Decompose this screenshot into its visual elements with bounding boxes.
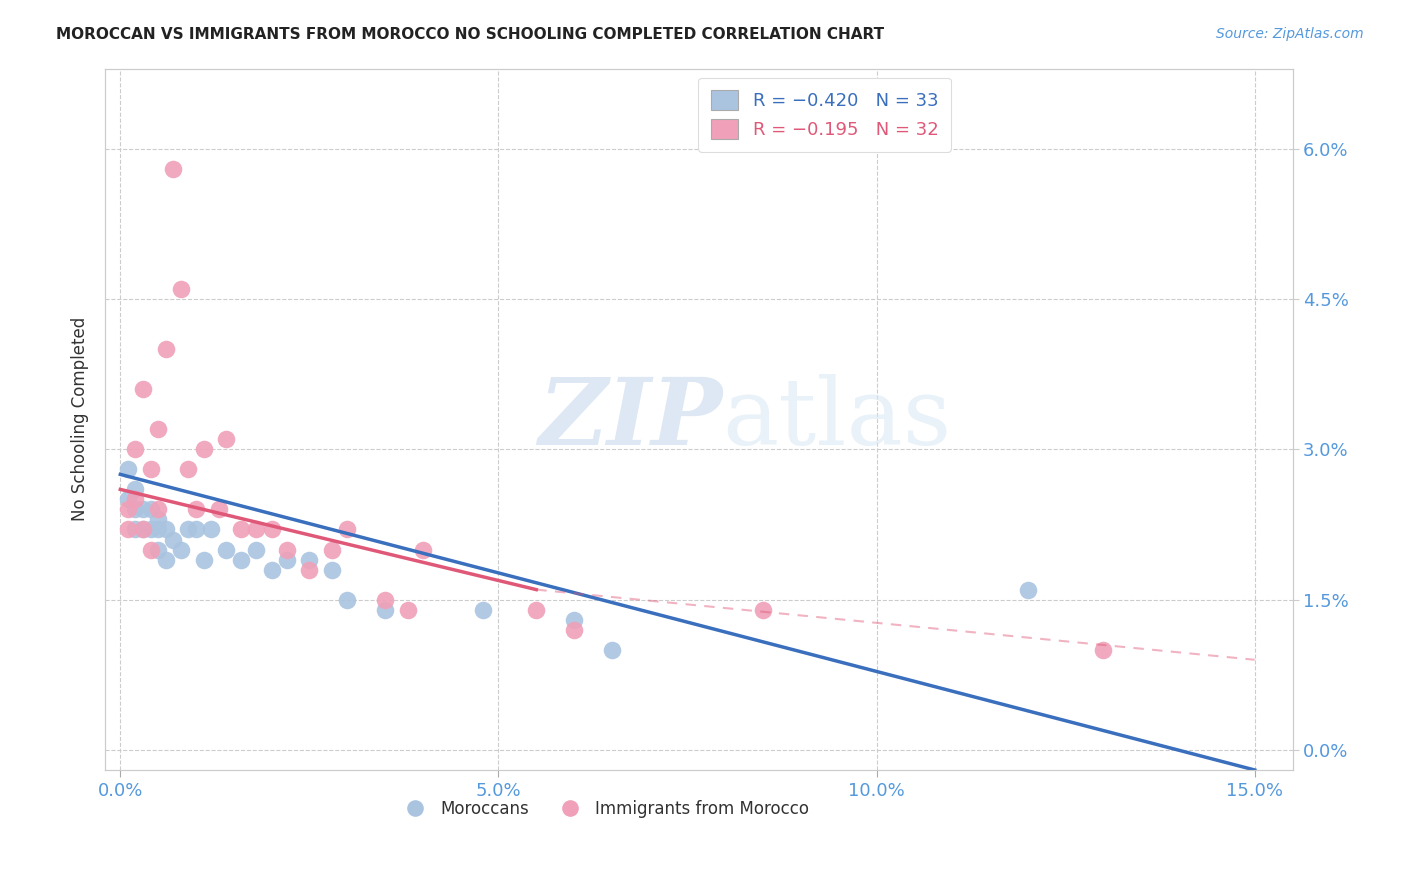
- Point: [117, 502, 139, 516]
- Point: [321, 542, 343, 557]
- Legend: Moroccans, Immigrants from Morocco: Moroccans, Immigrants from Morocco: [392, 794, 815, 825]
- Text: ZIP: ZIP: [538, 375, 723, 464]
- Point: [155, 552, 177, 566]
- Y-axis label: No Schooling Completed: No Schooling Completed: [72, 318, 89, 522]
- Point: [562, 623, 585, 637]
- Point: [412, 542, 434, 557]
- Point: [374, 592, 396, 607]
- Point: [276, 542, 298, 557]
- Point: [132, 502, 155, 516]
- Point: [155, 342, 177, 356]
- Point: [200, 523, 222, 537]
- Point: [124, 502, 146, 516]
- Point: [231, 552, 253, 566]
- Point: [146, 422, 169, 436]
- Point: [117, 523, 139, 537]
- Point: [562, 613, 585, 627]
- Point: [396, 602, 419, 616]
- Point: [184, 523, 207, 537]
- Point: [276, 552, 298, 566]
- Point: [208, 502, 231, 516]
- Point: [1092, 642, 1115, 657]
- Point: [139, 542, 162, 557]
- Point: [215, 542, 238, 557]
- Point: [245, 523, 267, 537]
- Point: [124, 483, 146, 497]
- Point: [177, 462, 200, 476]
- Point: [124, 442, 146, 457]
- Point: [146, 512, 169, 526]
- Point: [170, 542, 193, 557]
- Point: [117, 462, 139, 476]
- Point: [117, 492, 139, 507]
- Point: [132, 523, 155, 537]
- Point: [124, 492, 146, 507]
- Point: [146, 523, 169, 537]
- Point: [155, 523, 177, 537]
- Point: [170, 282, 193, 296]
- Point: [1017, 582, 1039, 597]
- Point: [260, 563, 283, 577]
- Point: [298, 552, 321, 566]
- Point: [193, 552, 215, 566]
- Point: [260, 523, 283, 537]
- Point: [124, 523, 146, 537]
- Point: [146, 542, 169, 557]
- Point: [231, 523, 253, 537]
- Point: [298, 563, 321, 577]
- Point: [245, 542, 267, 557]
- Text: Source: ZipAtlas.com: Source: ZipAtlas.com: [1216, 27, 1364, 41]
- Point: [132, 523, 155, 537]
- Point: [336, 592, 359, 607]
- Text: MOROCCAN VS IMMIGRANTS FROM MOROCCO NO SCHOOLING COMPLETED CORRELATION CHART: MOROCCAN VS IMMIGRANTS FROM MOROCCO NO S…: [56, 27, 884, 42]
- Point: [177, 523, 200, 537]
- Point: [374, 602, 396, 616]
- Point: [139, 462, 162, 476]
- Point: [162, 533, 184, 547]
- Point: [162, 161, 184, 176]
- Point: [600, 642, 623, 657]
- Point: [336, 523, 359, 537]
- Point: [472, 602, 495, 616]
- Point: [752, 602, 775, 616]
- Point: [184, 502, 207, 516]
- Point: [132, 382, 155, 396]
- Text: atlas: atlas: [723, 375, 952, 464]
- Point: [524, 602, 547, 616]
- Point: [193, 442, 215, 457]
- Point: [139, 502, 162, 516]
- Point: [215, 432, 238, 446]
- Point: [146, 502, 169, 516]
- Point: [321, 563, 343, 577]
- Point: [139, 523, 162, 537]
